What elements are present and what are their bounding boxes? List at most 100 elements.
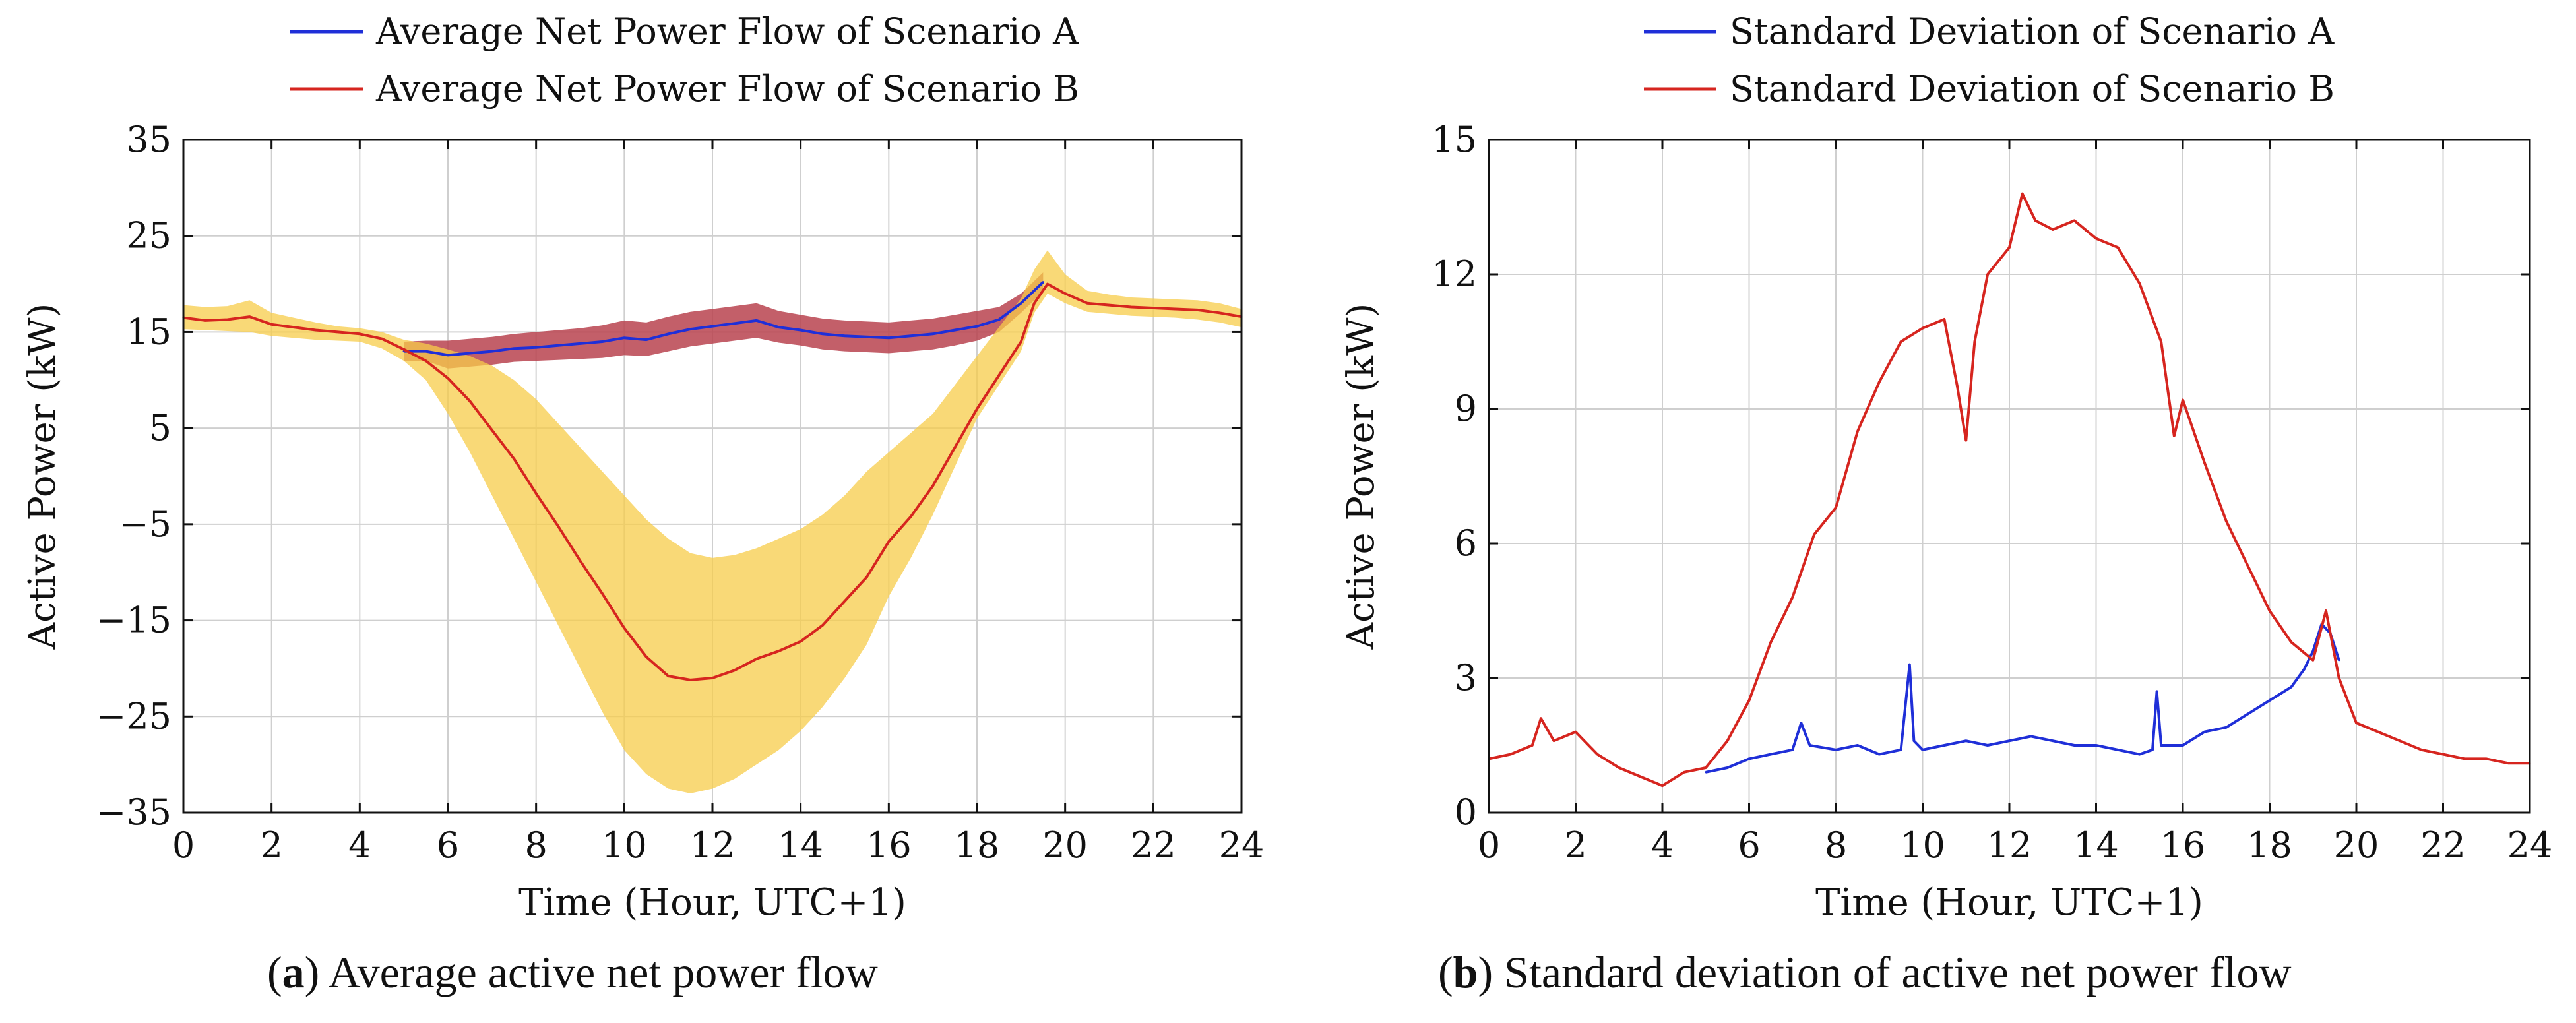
point-a-0-17 bbox=[777, 326, 780, 328]
x-tick-label-a-0: 0 bbox=[172, 824, 195, 866]
point-b-0-16 bbox=[1986, 744, 1989, 747]
point-a-1-36 bbox=[976, 408, 978, 410]
point-a-0-23 bbox=[910, 334, 912, 337]
legend-label-a-0: Average Net Power Flow of Scenario A bbox=[375, 11, 1079, 52]
point-a-1-43 bbox=[1108, 304, 1111, 307]
point-b-0-10 bbox=[1900, 749, 1902, 751]
point-b-1-23 bbox=[1956, 385, 1959, 388]
point-b-1-15 bbox=[1791, 596, 1794, 599]
point-a-0-5 bbox=[513, 347, 515, 350]
point-a-1-38 bbox=[1020, 340, 1022, 343]
point-a-1-11 bbox=[425, 359, 427, 362]
point-b-1-32 bbox=[2094, 237, 2098, 240]
point-b-0-4 bbox=[1791, 749, 1794, 751]
x-tick-label-a-5: 10 bbox=[602, 824, 647, 866]
point-b-0-23 bbox=[2138, 753, 2141, 756]
point-a-0-9 bbox=[601, 340, 604, 343]
x-tick-label-a-2: 4 bbox=[348, 824, 371, 866]
point-a-1-30 bbox=[843, 600, 846, 603]
point-a-1-44 bbox=[1130, 305, 1133, 309]
x-tick-label-a-7: 14 bbox=[778, 824, 823, 866]
caption-b-open: ( bbox=[1438, 947, 1453, 997]
point-b-0-17 bbox=[2008, 739, 2011, 742]
point-b-0-22 bbox=[2116, 749, 2119, 751]
point-a-1-3 bbox=[248, 315, 251, 318]
x-tick-label-b-9: 18 bbox=[2247, 824, 2292, 866]
point-b-1-42 bbox=[2290, 641, 2292, 644]
y-tick-label-a-7: 35 bbox=[126, 119, 172, 160]
x-tick-label-b-4: 8 bbox=[1825, 824, 1847, 866]
point-b-1-24 bbox=[1964, 439, 1967, 442]
point-b-1-41 bbox=[2268, 609, 2271, 612]
point-a-1-22 bbox=[667, 675, 670, 677]
point-b-1-33 bbox=[2116, 246, 2119, 249]
y-tick-label-a-5: 15 bbox=[126, 311, 172, 352]
x-tick-label-a-11: 22 bbox=[1131, 824, 1176, 866]
point-b-1-47 bbox=[2377, 731, 2379, 733]
point-a-1-5 bbox=[292, 326, 295, 328]
point-b-0-8 bbox=[1856, 744, 1859, 747]
point-a-1-14 bbox=[491, 429, 493, 431]
caption-a-open: ( bbox=[267, 947, 282, 997]
point-b-1-21 bbox=[1921, 327, 1924, 330]
point-b-0-21 bbox=[2094, 744, 2098, 747]
caption-a-letter: a bbox=[282, 947, 305, 997]
point-b-1-5 bbox=[1574, 731, 1577, 733]
point-a-0-18 bbox=[800, 328, 802, 332]
x-tick-label-a-6: 12 bbox=[690, 824, 736, 866]
point-a-1-15 bbox=[513, 458, 515, 460]
point-b-0-9 bbox=[1878, 753, 1881, 756]
point-b-1-4 bbox=[1553, 739, 1555, 742]
point-b-1-8 bbox=[1639, 776, 1642, 778]
point-b-1-31 bbox=[2073, 219, 2076, 222]
chart-a: 0 2 4 6 8 10 12 14 16 18 20 22 24−35−25−15−55152535T… bbox=[21, 11, 1264, 924]
point-b-0-13 bbox=[1921, 749, 1924, 751]
y-tick-label-a-1: −25 bbox=[96, 695, 172, 737]
point-a-1-26 bbox=[755, 658, 758, 660]
y-tick-label-b-0: 0 bbox=[1455, 791, 1477, 833]
point-a-1-10 bbox=[402, 348, 405, 351]
point-a-1-19 bbox=[601, 592, 604, 595]
point-a-1-2 bbox=[226, 318, 229, 321]
y-tick-label-b-1: 3 bbox=[1455, 657, 1477, 698]
point-b-1-12 bbox=[1726, 739, 1729, 742]
point-a-1-13 bbox=[468, 400, 472, 402]
point-a-1-24 bbox=[711, 677, 714, 679]
point-b-0-12 bbox=[1912, 739, 1915, 742]
point-a-1-27 bbox=[777, 650, 780, 652]
point-a-1-39 bbox=[1033, 302, 1036, 305]
y-tick-label-a-0: −35 bbox=[96, 791, 172, 833]
x-tick-label-b-7: 14 bbox=[2073, 824, 2119, 866]
series-line-a-1 bbox=[183, 282, 1242, 681]
point-b-0-7 bbox=[1835, 749, 1837, 751]
point-b-1-44 bbox=[2325, 609, 2327, 612]
point-b-0-3 bbox=[1769, 753, 1772, 756]
x-tick-label-b-11: 22 bbox=[2420, 824, 2466, 866]
point-a-1-48 bbox=[1218, 311, 1221, 314]
y-tick-label-b-3: 9 bbox=[1455, 388, 1477, 429]
point-b-0-0 bbox=[1705, 771, 1707, 774]
point-b-1-11 bbox=[1705, 766, 1707, 769]
point-b-0-27 bbox=[2182, 744, 2184, 747]
x-tick-label-b-2: 4 bbox=[1651, 824, 1674, 866]
caption-a-text: Average active net power flow bbox=[319, 947, 878, 997]
point-b-0-15 bbox=[1964, 739, 1967, 742]
point-a-1-16 bbox=[535, 492, 538, 495]
point-b-1-43 bbox=[2311, 659, 2314, 662]
point-b-1-10 bbox=[1683, 771, 1685, 774]
point-b-1-50 bbox=[2441, 753, 2445, 756]
point-b-1-40 bbox=[2247, 565, 2249, 567]
point-a-1-4 bbox=[270, 323, 273, 326]
point-b-1-9 bbox=[1661, 784, 1664, 787]
point-a-1-31 bbox=[865, 576, 868, 578]
point-a-0-19 bbox=[821, 332, 824, 335]
point-b-0-6 bbox=[1808, 744, 1811, 747]
point-b-0-33 bbox=[2303, 667, 2306, 671]
legend-label-a-1: Average Net Power Flow of Scenario B bbox=[375, 68, 1079, 109]
point-b-0-31 bbox=[2268, 699, 2271, 702]
point-b-0-26 bbox=[2160, 744, 2162, 747]
point-b-0-25 bbox=[2156, 690, 2158, 693]
point-a-0-22 bbox=[887, 336, 890, 339]
point-b-0-32 bbox=[2290, 686, 2292, 689]
